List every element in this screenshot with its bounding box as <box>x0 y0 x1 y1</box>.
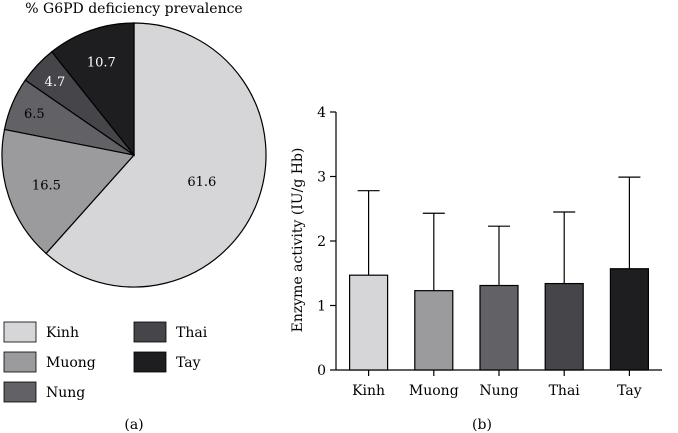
bar-y-tick-labels: 0 1 2 3 4 <box>317 105 326 379</box>
bar-x-tick-labels: Kinh Muong Nung Thai Tay <box>352 383 642 399</box>
bar-kinh <box>349 274 389 371</box>
bar-tay <box>609 268 650 371</box>
panel-label-b: (b) <box>472 417 492 433</box>
bar-muong <box>414 290 454 371</box>
pie-value-label-tay: 10.7 <box>87 56 116 71</box>
legend-swatch-thai <box>133 321 167 343</box>
x-tick-label-tay: Tay <box>617 383 642 399</box>
pie-value-label-nung: 6.5 <box>24 107 45 122</box>
legend-label-thai: Thai <box>176 325 208 341</box>
pie-slice-kinh <box>45 22 267 288</box>
pie-title: % G6PD deficiency prevalence <box>25 1 242 17</box>
pie-slice-tay <box>50 22 135 157</box>
legend-label-kinh: Kinh <box>46 325 79 341</box>
bar-bars <box>349 268 650 371</box>
pie-value-label-thai: 4.7 <box>45 75 66 90</box>
pie-value-labels: 61.6 16.5 6.5 4.7 10.7 <box>24 56 216 194</box>
legend-label-tay: Tay <box>176 355 201 371</box>
bar-y-axis-label: Enzyme activity (IU/g Hb) <box>290 148 306 333</box>
legend-swatch-nung <box>3 381 37 403</box>
legend-swatch-tay <box>133 351 167 373</box>
pie-legend: Kinh Thai Muong Tay Nung <box>3 321 208 403</box>
x-tick-label-thai: Thai <box>549 383 581 399</box>
legend-swatch-muong <box>3 351 37 373</box>
legend-label-muong: Muong <box>46 355 96 371</box>
pie-slice-muong <box>1 128 136 255</box>
bar-error-bars <box>357 176 641 291</box>
panel-label-a: (a) <box>124 417 143 433</box>
y-tick-label: 0 <box>317 363 326 379</box>
y-tick-label: 2 <box>317 234 326 250</box>
bar-thai <box>544 282 584 371</box>
x-tick-label-kinh: Kinh <box>352 383 385 399</box>
x-tick-label-nung: Nung <box>479 383 518 399</box>
x-tick-label-muong: Muong <box>409 383 459 399</box>
legend-label-nung: Nung <box>46 385 85 401</box>
pie-value-label-muong: 16.5 <box>32 178 61 193</box>
pie-value-label-kinh: 61.6 <box>187 175 216 190</box>
y-tick-label: 3 <box>317 170 326 186</box>
pie-slices <box>1 22 267 288</box>
legend-swatch-kinh <box>3 321 37 343</box>
bar-nung <box>479 284 519 371</box>
y-tick-label: 1 <box>317 299 326 315</box>
y-tick-label: 4 <box>317 105 326 121</box>
